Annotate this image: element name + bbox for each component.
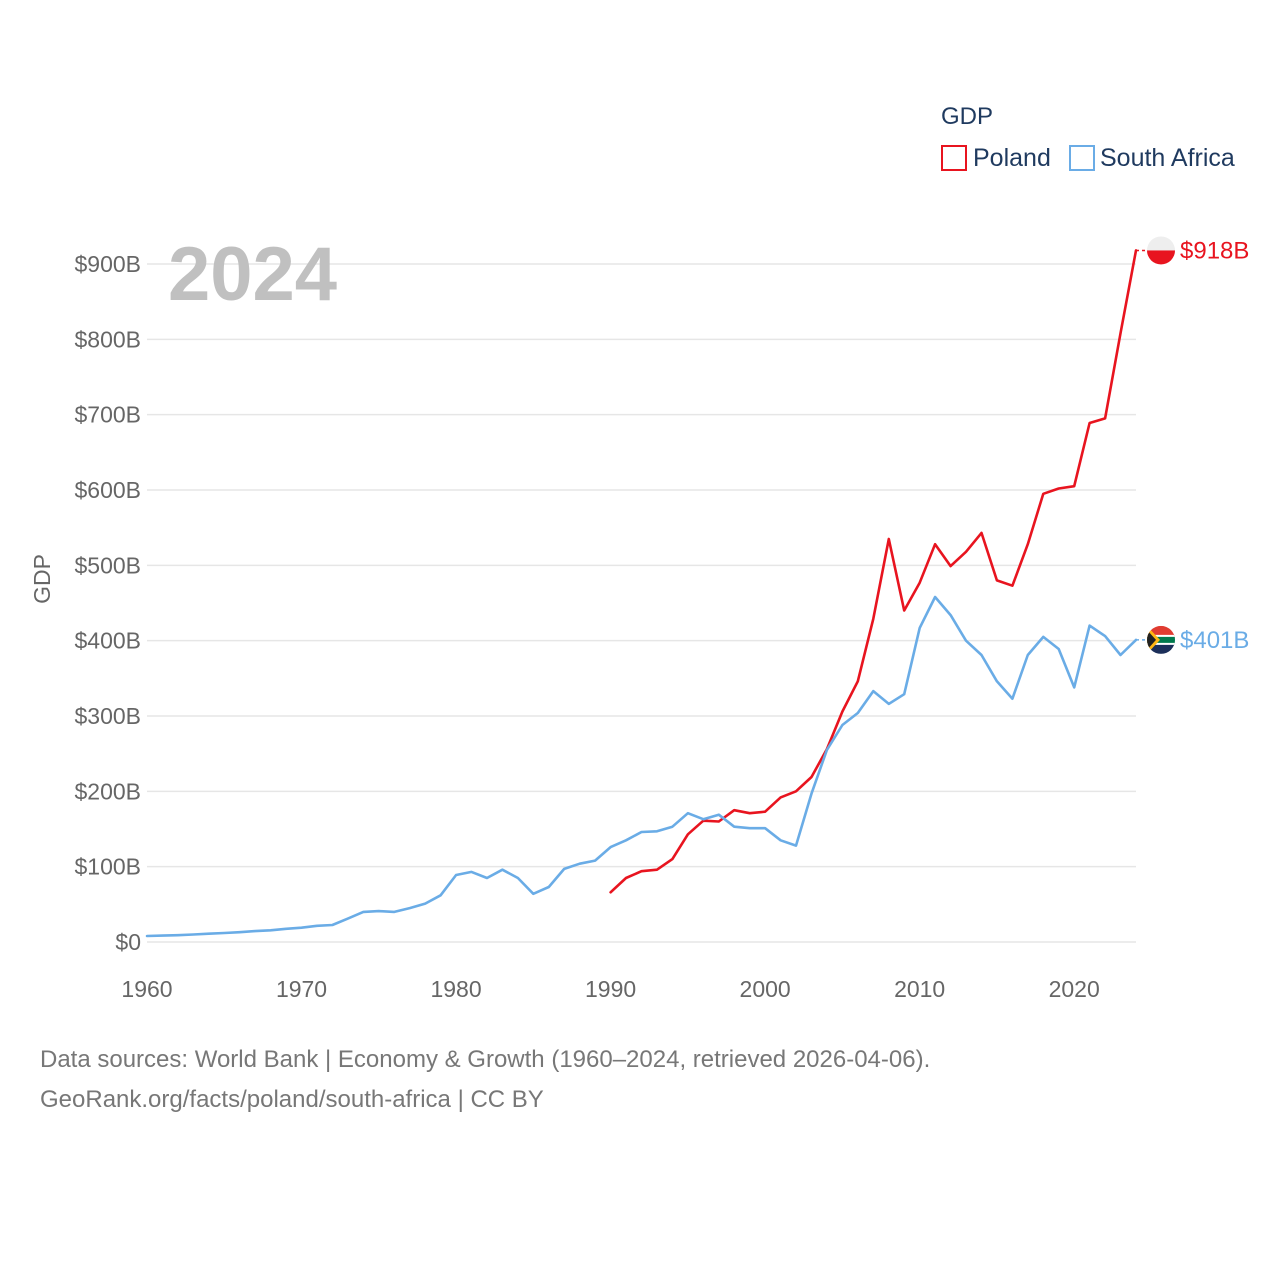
legend-label-poland: Poland	[973, 144, 1051, 172]
legend-title: GDP	[941, 103, 993, 130]
legend-swatch-south-africa	[1069, 145, 1095, 171]
end-markers: $918B $401B	[1136, 236, 1249, 654]
y-tick-label: $0	[115, 929, 141, 955]
legend-label-south-africa: South Africa	[1100, 144, 1235, 172]
x-tick-label: 2000	[740, 976, 791, 1002]
legend: GDP Poland South Africa	[941, 103, 1235, 172]
y-tick-label: $200B	[74, 778, 141, 804]
source-url[interactable]: GeoRank.org/facts/poland/south-africa | …	[40, 1086, 544, 1113]
poland-flag-icon	[1147, 236, 1175, 265]
legend-item-south-africa[interactable]: South Africa	[1069, 144, 1235, 172]
south-africa-flag-icon	[1147, 625, 1175, 654]
y-tick-label: $400B	[74, 628, 141, 654]
x-tick-label: 1960	[121, 976, 172, 1002]
legend-item-poland[interactable]: Poland	[941, 144, 1051, 172]
series-lines	[145, 249, 1138, 938]
x-tick-label: 1980	[430, 976, 481, 1002]
gdp-line-chart: $0 $100B $200B $300B $400B $500B $600B $700B $80…	[29, 103, 1249, 1002]
y-tick-label: $600B	[74, 477, 141, 503]
y-tick-label: $500B	[74, 552, 141, 578]
end-value-label-poland: $918B	[1180, 237, 1249, 264]
y-tick-label: $800B	[74, 326, 141, 352]
y-tick-label: $700B	[74, 402, 141, 428]
legend-swatch-poland	[941, 145, 967, 171]
year-label: 2024	[168, 232, 337, 317]
y-tick-label: $100B	[74, 854, 141, 880]
x-tick-label: 1990	[585, 976, 636, 1002]
series-line-south-africa[interactable]	[145, 595, 1138, 938]
footer: Data sources: World Bank | Economy & Gro…	[40, 1040, 1240, 1120]
x-axis-ticks: 1960 1970 1980 1990 2000 2010 2020	[121, 976, 1099, 1002]
end-value-label-south-africa: $401B	[1180, 627, 1249, 654]
y-tick-label: $300B	[74, 703, 141, 729]
x-tick-label: 1970	[276, 976, 327, 1002]
grid-lines	[147, 263, 1136, 943]
series-line-poland[interactable]	[609, 249, 1138, 894]
y-axis-ticks: $0 $100B $200B $300B $400B $500B $600B $700B $80…	[74, 251, 141, 955]
y-axis-title: GDP	[29, 554, 55, 604]
x-tick-label: 2020	[1049, 976, 1100, 1002]
x-tick-label: 2010	[894, 976, 945, 1002]
y-tick-label: $900B	[74, 251, 141, 277]
data-source-note: Data sources: World Bank | Economy & Gro…	[40, 1046, 931, 1073]
